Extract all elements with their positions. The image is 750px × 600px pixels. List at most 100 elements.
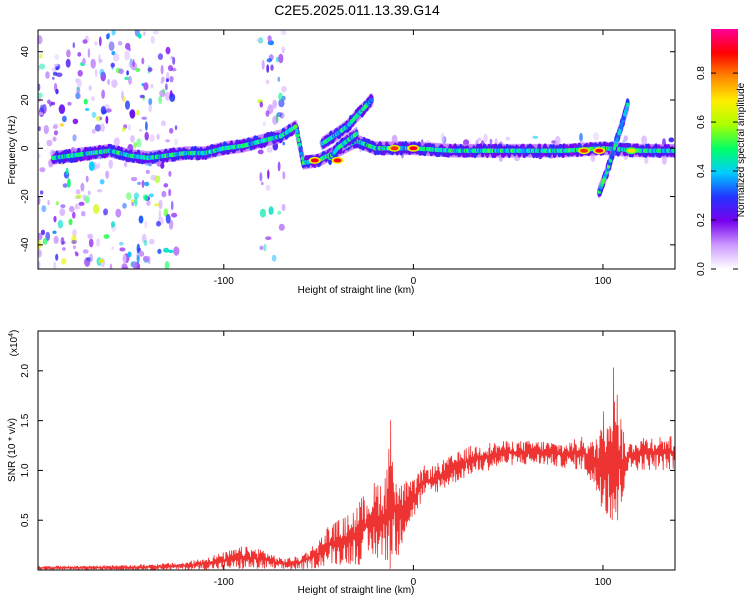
noise-speck <box>644 156 649 164</box>
noise-speck <box>85 107 90 112</box>
noise-speck <box>39 63 46 70</box>
y-tick-label: 1.0 <box>20 463 31 477</box>
noise-speck <box>126 70 129 76</box>
noise-speck <box>111 51 116 56</box>
noise-speck <box>167 249 174 253</box>
noise-speck <box>88 238 94 248</box>
noise-speck <box>121 90 124 101</box>
y-tick-label: 0 <box>20 145 31 151</box>
noise-speck <box>268 206 274 215</box>
noise-speck <box>133 142 137 149</box>
noise-speck <box>39 54 43 59</box>
noise-speck <box>78 201 85 206</box>
noise-speck <box>107 79 110 85</box>
noise-speck <box>173 246 180 256</box>
noise-speck <box>94 68 98 77</box>
noise-speck <box>71 234 77 245</box>
noise-speck <box>278 223 285 231</box>
noise-speck <box>263 243 267 252</box>
noise-speck <box>39 167 46 173</box>
noise-speck <box>156 221 161 227</box>
noise-speck <box>158 95 163 105</box>
noise-speck <box>148 102 152 113</box>
noise-speck <box>276 112 283 118</box>
noise-speck <box>119 247 126 252</box>
noise-speck <box>55 88 59 95</box>
noise-speck <box>272 115 279 125</box>
snr-ylabel: SNR (10 * v/v) <box>7 418 18 482</box>
noise-speck <box>82 194 86 201</box>
noise-speck <box>111 246 115 251</box>
track-core <box>625 102 630 108</box>
noise-speck <box>150 35 155 44</box>
colorbar-tick-label: 0.8 <box>696 66 707 80</box>
noise-speck <box>99 116 103 121</box>
colorbar-tick-label: 0.6 <box>696 115 707 129</box>
noise-speck <box>277 161 281 172</box>
noise-speck <box>72 118 79 125</box>
noise-speck <box>38 35 43 45</box>
noise-speck <box>148 193 154 198</box>
noise-speck <box>101 89 105 99</box>
snr-frame <box>37 330 676 571</box>
noise-speck <box>66 49 71 58</box>
noise-speck <box>61 258 67 265</box>
spectrogram-ylabel: Frequency (Hz) <box>7 116 18 185</box>
noise-speck <box>104 104 110 109</box>
noise-speck <box>270 64 274 71</box>
noise-speck <box>141 233 147 244</box>
noise-speck <box>259 245 264 251</box>
noise-speck <box>156 133 160 140</box>
noise-speck <box>162 88 165 95</box>
noise-speck <box>99 58 103 63</box>
noise-speck <box>257 149 264 155</box>
noise-speck <box>122 254 127 264</box>
noise-speck <box>641 135 648 145</box>
noise-speck <box>165 46 171 55</box>
noise-speck <box>623 135 628 142</box>
noise-speck <box>108 159 113 169</box>
noise-speck <box>141 179 145 189</box>
noise-speck <box>72 229 77 237</box>
noise-speck <box>157 248 162 254</box>
spectrogram-frame <box>37 29 676 270</box>
noise-speck <box>54 82 58 92</box>
noise-speck <box>56 72 63 78</box>
noise-speck <box>130 199 136 204</box>
noise-speck <box>126 192 132 201</box>
noise-speck <box>91 111 97 118</box>
noise-speck <box>109 263 113 269</box>
noise-speck <box>76 86 80 91</box>
noise-speck <box>113 137 120 146</box>
noise-speck <box>267 169 270 180</box>
noise-speck <box>75 204 78 210</box>
noise-speck <box>134 197 138 207</box>
noise-speck <box>82 249 89 254</box>
noise-speck <box>668 137 675 143</box>
noise-speck <box>96 238 101 247</box>
noise-speck <box>266 64 270 73</box>
noise-speck <box>265 79 270 85</box>
noise-speck <box>45 231 51 241</box>
noise-speck <box>275 56 279 63</box>
noise-speck <box>100 123 105 132</box>
noise-speck <box>110 221 116 228</box>
noise-speck <box>133 192 140 199</box>
noise-speck <box>160 64 164 75</box>
noise-speck <box>266 58 272 63</box>
colorbar-ticks: 0.0 0.2 0.4 0.6 0.8 <box>696 66 738 276</box>
noise-speck <box>165 139 170 143</box>
noise-speck <box>99 68 105 77</box>
noise-speck <box>72 245 77 250</box>
noise-speck <box>77 70 83 77</box>
noise-speck <box>39 190 44 195</box>
noise-speck <box>124 161 128 168</box>
noise-speck <box>87 48 91 58</box>
noise-speck <box>144 181 150 187</box>
hot-spot <box>390 146 399 151</box>
noise-speck <box>132 58 135 67</box>
spectrogram-axes: -100 0 100 -40 -20 0 20 40 <box>20 30 675 287</box>
noise-speck <box>59 123 65 127</box>
noise-speck <box>154 203 160 207</box>
noise-speck <box>136 254 140 264</box>
